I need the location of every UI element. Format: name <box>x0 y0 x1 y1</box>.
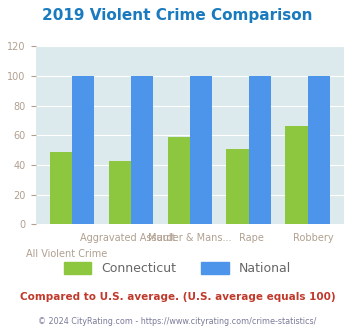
Bar <box>50 152 72 224</box>
Text: All Violent Crime: All Violent Crime <box>26 249 107 259</box>
Text: Robbery: Robbery <box>293 233 334 243</box>
Bar <box>226 148 249 224</box>
Bar <box>131 76 153 224</box>
Bar <box>190 76 212 224</box>
Bar <box>249 76 271 224</box>
Bar <box>168 137 190 224</box>
Bar <box>109 160 131 224</box>
Text: Murder & Mans...: Murder & Mans... <box>148 233 232 243</box>
Text: Aggravated Assault: Aggravated Assault <box>80 233 176 243</box>
Legend: Connecticut, National: Connecticut, National <box>59 257 296 280</box>
Bar <box>308 76 330 224</box>
Text: Rape: Rape <box>239 233 264 243</box>
Text: © 2024 CityRating.com - https://www.cityrating.com/crime-statistics/: © 2024 CityRating.com - https://www.city… <box>38 317 317 326</box>
Text: Compared to U.S. average. (U.S. average equals 100): Compared to U.S. average. (U.S. average … <box>20 292 335 302</box>
Bar <box>72 76 94 224</box>
Text: 2019 Violent Crime Comparison: 2019 Violent Crime Comparison <box>42 8 313 23</box>
Bar <box>285 126 308 224</box>
